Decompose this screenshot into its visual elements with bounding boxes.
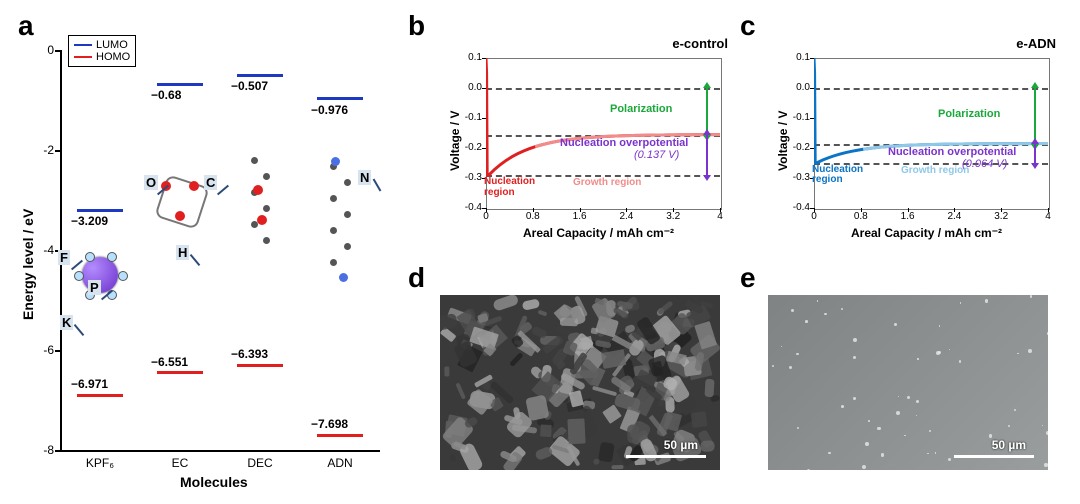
panel-a-ylabel: Energy level / eV	[20, 209, 36, 320]
atom-ann-H: H	[176, 245, 189, 260]
panel-a: LUMO HOMO 0-2-4-6-8KPF₆ECDECADNEnergy le…	[60, 50, 380, 450]
figure-root: a b c d e LUMO HOMO 0-2-4-6-8KPF₆ECDECAD…	[0, 0, 1080, 504]
atom-ann-P: P	[88, 280, 101, 295]
scalebar-e	[954, 455, 1034, 458]
panel-c-title: e-ADN	[1016, 36, 1056, 51]
atom-ann-O: O	[144, 175, 158, 190]
panel-label-e: e	[740, 262, 756, 294]
scalebar-text-d: 50 µm	[664, 438, 698, 452]
scalebar-d	[626, 455, 706, 458]
panel-e-sem: 50 µm	[768, 295, 1048, 470]
xcat-3: ADN	[312, 456, 368, 470]
atom-ann-F: F	[58, 250, 70, 265]
panel-a-xlabel: Molecules	[180, 474, 248, 490]
legend-homo-label: HOMO	[96, 51, 130, 63]
panel-label-a: a	[18, 10, 34, 42]
legend-lumo-swatch	[74, 44, 92, 46]
legend-a: LUMO HOMO	[68, 35, 136, 67]
scalebar-text-e: 50 µm	[992, 438, 1026, 452]
legend-lumo-label: LUMO	[96, 39, 128, 51]
xcat-2: DEC	[232, 456, 288, 470]
panel-b: e-controlVoltage / VAreal Capacity / mAh…	[440, 40, 730, 240]
panel-d-sem: 50 µm	[440, 295, 720, 470]
atom-ann-C: C	[204, 175, 217, 190]
panel-label-d: d	[408, 262, 425, 294]
xcat-0: KPF₆	[72, 456, 128, 470]
legend-homo-swatch	[74, 56, 92, 58]
atom-ann-N: N	[358, 170, 371, 185]
panel-b-title: e-control	[672, 36, 728, 51]
xcat-1: EC	[152, 456, 208, 470]
panel-c: e-ADNVoltage / VAreal Capacity / mAh cm⁻…	[768, 40, 1058, 240]
atom-ann-K: K	[60, 315, 73, 330]
panel-label-c: c	[740, 10, 756, 42]
panel-label-b: b	[408, 10, 425, 42]
